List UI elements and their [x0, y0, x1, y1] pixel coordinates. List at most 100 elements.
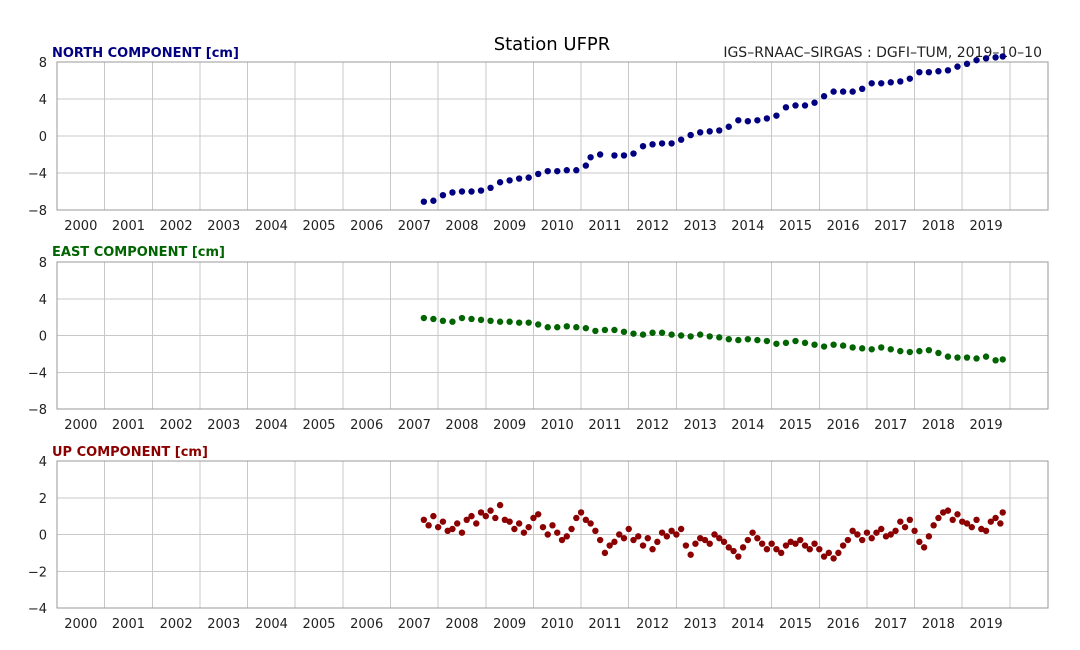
up-data-point — [520, 529, 528, 536]
east-data-point — [897, 347, 904, 355]
east-data-point — [592, 327, 599, 335]
east-data-point — [515, 319, 523, 326]
up-data-point — [625, 525, 632, 533]
east-xtick-label: 2017 — [874, 418, 907, 433]
east-xtick-label: 2011 — [588, 418, 621, 433]
east-data-point — [716, 334, 723, 341]
up-data-point — [573, 514, 580, 522]
up-data-point — [535, 511, 542, 518]
north-data-point — [596, 151, 604, 158]
north-data-point — [820, 93, 828, 100]
north-xtick-label: 2014 — [731, 219, 764, 234]
east-data-point — [858, 345, 866, 352]
up-data-point — [935, 514, 942, 522]
up-xtick-label: 2007 — [398, 617, 431, 632]
east-data-point — [535, 321, 542, 328]
up-data-point — [425, 522, 432, 529]
east-xtick-label: 2008 — [445, 418, 478, 433]
up-data-point — [897, 518, 904, 525]
east-data-point — [973, 355, 980, 362]
up-data-point — [944, 507, 952, 514]
east-data-point — [811, 341, 818, 348]
north-data-point — [677, 136, 685, 143]
north-data-point — [887, 79, 894, 86]
up-data-point — [858, 536, 866, 544]
east-data-point — [649, 329, 656, 336]
up-xtick-label: 2017 — [874, 617, 907, 632]
east-data-point — [944, 353, 952, 360]
north-data-point — [754, 117, 761, 124]
north-data-point — [582, 162, 590, 169]
north-ytick-label: −8 — [28, 204, 47, 219]
north-data-point — [687, 131, 694, 139]
up-xtick-label: 2000 — [64, 617, 97, 632]
up-data-point — [739, 544, 747, 551]
north-xtick-label: 2006 — [350, 219, 383, 234]
east-data-point — [468, 315, 475, 323]
north-data-point — [973, 56, 980, 64]
east-plot-frame — [56, 261, 1049, 410]
up-data-point — [601, 549, 609, 557]
up-data-point — [963, 520, 971, 527]
up-xtick-label: 2012 — [636, 617, 669, 632]
up-data-point — [863, 529, 871, 536]
up-data-point — [616, 531, 623, 538]
north-data-point — [792, 102, 799, 109]
east-data-point — [801, 339, 809, 347]
up-xtick-label: 2005 — [302, 617, 335, 632]
up-xtick-label: 2016 — [827, 617, 860, 632]
east-data-point — [849, 344, 856, 351]
north-data-point — [487, 184, 494, 191]
up-xtick-label: 2009 — [493, 617, 526, 632]
up-data-point — [687, 551, 694, 558]
up-data-point — [930, 522, 937, 529]
up-data-point — [901, 523, 909, 531]
north-data-point — [906, 75, 914, 82]
east-data-point — [878, 344, 885, 351]
up-data-point — [473, 520, 480, 527]
north-data-point — [999, 53, 1006, 60]
up-data-point — [611, 538, 618, 546]
up-data-point — [577, 509, 585, 516]
north-data-point — [630, 150, 637, 157]
north-data-point — [849, 88, 856, 95]
up-data-point — [854, 531, 861, 538]
up-data-point — [558, 536, 566, 544]
up-xtick-label: 2015 — [779, 617, 812, 632]
north-ytick-label: 0 — [39, 130, 47, 145]
east-data-point — [496, 318, 504, 325]
up-data-point — [449, 525, 456, 533]
chart-title: Station UFPR — [494, 34, 611, 55]
east-ytick-label: 0 — [39, 330, 47, 345]
north-data-point — [430, 197, 437, 204]
up-xtick-label: 2001 — [112, 617, 145, 632]
north-data-point — [506, 177, 513, 184]
north-data-point — [554, 167, 561, 175]
north-xtick-label: 2007 — [398, 219, 431, 234]
north-data-point — [992, 54, 999, 61]
north-data-point — [515, 175, 523, 182]
north-data-point — [496, 179, 504, 186]
east-data-point — [658, 329, 666, 336]
north-xtick-label: 2013 — [684, 219, 717, 234]
up-data-point — [920, 544, 928, 551]
east-data-points — [420, 314, 1006, 364]
up-data-point — [773, 546, 780, 553]
up-data-point — [763, 546, 771, 553]
east-data-point — [696, 331, 704, 338]
up-data-points — [420, 501, 1006, 562]
up-xtick-label: 2003 — [207, 617, 240, 632]
north-data-point — [658, 140, 666, 147]
north-xtick-label: 2008 — [445, 219, 478, 234]
east-xtick-label: 2000 — [64, 418, 97, 433]
east-xtick-label: 2016 — [827, 418, 860, 433]
north-data-point — [773, 112, 780, 119]
up-data-point — [949, 516, 956, 523]
north-xtick-label: 2015 — [779, 219, 812, 234]
up-data-point — [468, 512, 475, 520]
up-data-point — [999, 509, 1006, 516]
east-data-point — [544, 324, 551, 331]
north-xtick-label: 2004 — [255, 219, 288, 234]
north-data-point — [868, 80, 875, 87]
